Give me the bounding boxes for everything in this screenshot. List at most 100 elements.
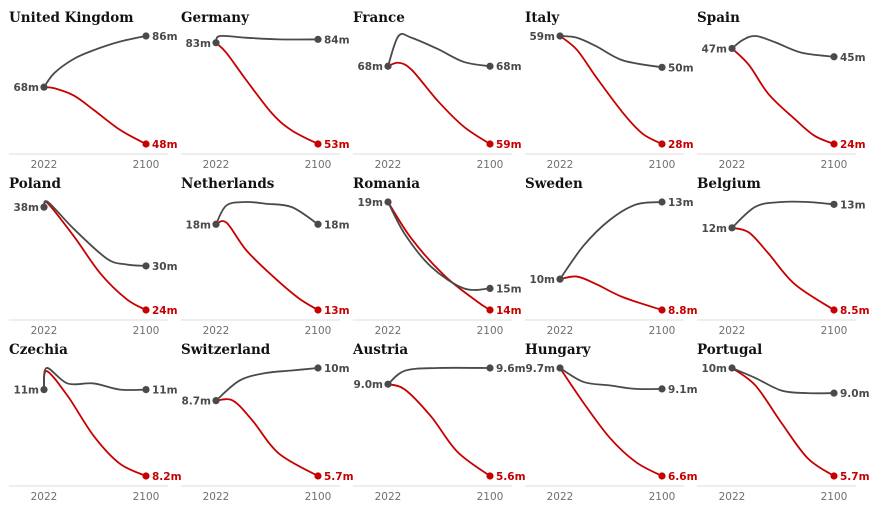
- x-tick-label: 2022: [31, 491, 58, 503]
- end-point-upper: [830, 389, 838, 397]
- start-value-label: 18m: [185, 219, 211, 231]
- end-point-upper: [486, 62, 494, 70]
- end-value-label-lower: 8.2m: [152, 471, 182, 483]
- start-point: [212, 39, 220, 47]
- line-chart: 2022 2100 10m 13m 8.8m: [525, 197, 698, 337]
- end-value-label-upper: 11m: [152, 385, 178, 397]
- x-tick-label: 2022: [719, 491, 746, 503]
- start-value-label: 68m: [13, 82, 39, 94]
- start-value-label: 10m: [701, 363, 727, 375]
- series-line-upper: [43, 35, 147, 89]
- series-line-lower: [215, 41, 319, 145]
- end-point-upper: [658, 198, 666, 206]
- chart-title: Netherlands: [181, 176, 275, 192]
- chart-panel-poland: Poland 2022 2100 38m 30m 24m: [0, 166, 178, 337]
- end-value-label-upper: 86m: [152, 31, 178, 43]
- end-value-label-upper: 15m: [496, 283, 522, 295]
- end-value-label-lower: 48m: [152, 139, 178, 151]
- x-tick-label: 2022: [375, 159, 402, 171]
- x-tick-label: 2100: [133, 491, 160, 503]
- end-value-label-upper: 30m: [152, 261, 178, 273]
- start-value-label: 47m: [701, 43, 727, 55]
- series-line-upper: [731, 35, 835, 58]
- end-value-label-upper: 9.6m: [496, 363, 526, 375]
- end-value-label-upper: 45m: [840, 52, 866, 64]
- chart-panel-austria: Austria 2022 2100 9.0m 9.6m 5.6m: [344, 332, 526, 503]
- chart-panel-sweden: Sweden 2022 2100 10m 13m 8.8m: [516, 166, 698, 337]
- end-value-label-upper: 9.1m: [668, 384, 698, 396]
- line-chart: 2022 2100 68m 86m 48m: [9, 31, 178, 171]
- x-tick-label: 2022: [203, 159, 230, 171]
- start-point: [556, 275, 564, 283]
- chart-panel-netherlands: Netherlands 2022 2100 18m 18m 13m: [172, 166, 350, 337]
- end-value-label-upper: 13m: [668, 197, 694, 209]
- x-tick-label: 2022: [547, 325, 574, 337]
- series-line-lower: [215, 220, 319, 311]
- chart-title: United Kingdom: [9, 10, 134, 26]
- series-line-lower: [559, 275, 663, 311]
- series-line-lower: [387, 61, 491, 145]
- line-chart: 2022 2100 47m 45m 24m: [697, 35, 866, 171]
- chart-panel-spain: Spain 2022 2100 47m 45m 24m: [688, 0, 866, 171]
- x-tick-label: 2100: [477, 325, 504, 337]
- end-point-lower: [830, 306, 838, 314]
- chart-title: Austria: [353, 342, 409, 358]
- end-point-upper: [314, 364, 322, 372]
- series-line-lower: [43, 200, 147, 311]
- chart-panel-germany: Germany 2022 2100 83m 84m 53m: [172, 0, 350, 171]
- chart-title: France: [353, 10, 405, 26]
- line-chart: 2022 2100 18m 18m 13m: [181, 201, 350, 337]
- series-line-upper: [387, 201, 491, 291]
- chart-title: Romania: [353, 176, 420, 192]
- series-line-lower: [731, 226, 835, 311]
- chart-title: Hungary: [525, 342, 591, 358]
- end-point-upper: [658, 385, 666, 393]
- end-value-label-lower: 28m: [668, 139, 694, 151]
- x-tick-label: 2100: [133, 325, 160, 337]
- start-value-label: 83m: [185, 38, 211, 50]
- series-line-lower: [387, 383, 491, 477]
- x-tick-label: 2100: [305, 159, 332, 171]
- x-tick-label: 2022: [203, 491, 230, 503]
- chart-title: Switzerland: [181, 342, 271, 358]
- series-line-lower: [731, 367, 835, 477]
- end-value-label-lower: 8.8m: [668, 305, 698, 317]
- series-line-lower: [559, 35, 663, 145]
- start-value-label: 11m: [13, 385, 39, 397]
- end-value-label-upper: 50m: [668, 62, 694, 74]
- x-tick-label: 2100: [649, 491, 676, 503]
- chart-title: Portugal: [697, 342, 763, 358]
- chart-title: Poland: [9, 176, 61, 192]
- end-point-lower: [658, 306, 666, 314]
- end-point-upper: [142, 262, 150, 270]
- start-point: [384, 198, 392, 206]
- start-value-label: 38m: [13, 202, 39, 214]
- end-value-label-lower: 14m: [496, 305, 522, 317]
- end-point-lower: [658, 472, 666, 480]
- end-point-lower: [142, 472, 150, 480]
- series-line-lower: [731, 47, 835, 145]
- start-value-label: 59m: [529, 31, 555, 43]
- line-chart: 2022 2100 19m 15m 14m: [353, 197, 522, 337]
- end-value-label-upper: 9.0m: [840, 388, 870, 400]
- chart-panel-france: France 2022 2100 68m 68m 59m: [344, 0, 522, 171]
- end-value-label-lower: 13m: [324, 305, 350, 317]
- chart-panel-czechia: Czechia 2022 2100 11m 11m 8.2m: [0, 332, 182, 503]
- series-line-upper: [559, 201, 663, 281]
- end-value-label-lower: 5.7m: [324, 471, 354, 483]
- x-tick-label: 2100: [649, 159, 676, 171]
- start-point: [212, 397, 220, 405]
- end-value-label-upper: 68m: [496, 61, 522, 73]
- end-point-lower: [142, 306, 150, 314]
- x-tick-label: 2022: [31, 159, 58, 171]
- end-point-lower: [486, 306, 494, 314]
- chart-title: Sweden: [525, 176, 583, 192]
- end-value-label-lower: 8.5m: [840, 305, 870, 317]
- line-chart: 2022 2100 9.7m 9.1m 6.6m: [525, 363, 698, 503]
- start-value-label: 9.7m: [525, 363, 555, 375]
- end-point-upper: [142, 32, 150, 40]
- x-tick-label: 2022: [547, 491, 574, 503]
- end-value-label-lower: 59m: [496, 139, 522, 151]
- line-chart: 2022 2100 59m 50m 28m: [525, 31, 694, 171]
- end-point-lower: [486, 140, 494, 148]
